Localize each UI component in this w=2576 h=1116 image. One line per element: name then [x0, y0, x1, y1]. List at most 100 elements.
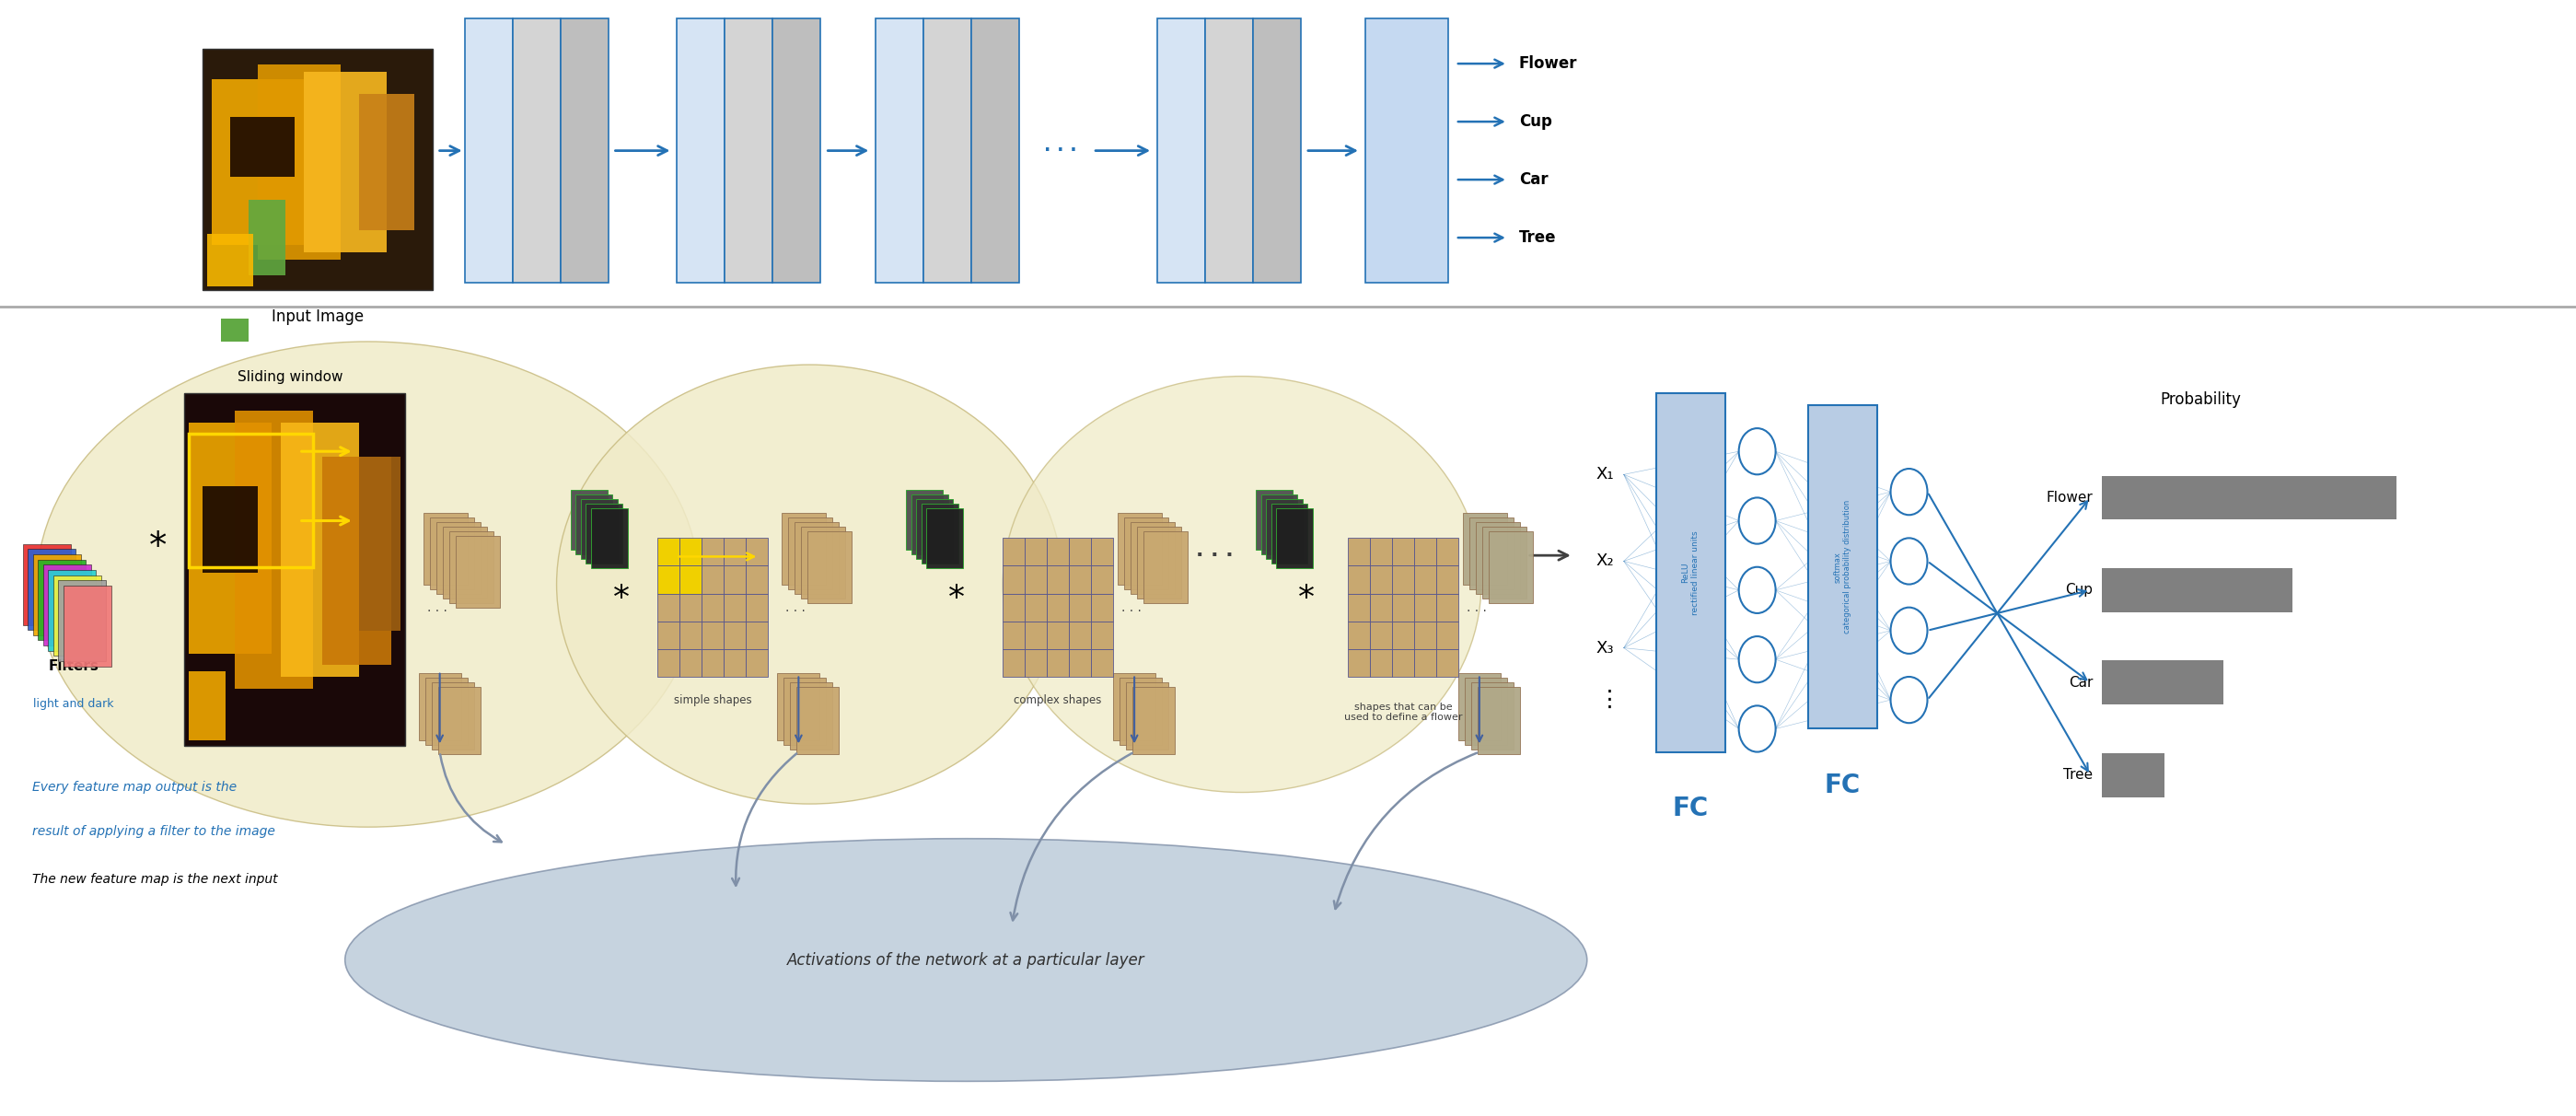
Bar: [1118, 512, 1162, 585]
Circle shape: [1739, 567, 1775, 613]
Text: · · ·: · · ·: [1466, 605, 1486, 618]
Bar: [234, 411, 312, 689]
Text: ⋮: ⋮: [1600, 689, 1620, 711]
Bar: [922, 503, 958, 564]
Text: Convolution: Convolution: [696, 124, 706, 177]
Bar: [1370, 594, 1391, 622]
Text: ReLU
rectified linear units: ReLU rectified linear units: [1218, 105, 1239, 196]
Bar: [1347, 538, 1370, 566]
Bar: [724, 566, 747, 594]
Bar: [54, 575, 100, 656]
Bar: [590, 508, 629, 568]
FancyBboxPatch shape: [1808, 405, 1878, 729]
Bar: [1113, 673, 1157, 740]
Circle shape: [1891, 538, 1927, 585]
Bar: [1370, 566, 1391, 594]
Bar: [701, 594, 724, 622]
Bar: [1046, 594, 1069, 622]
Text: ReLU
rectified linear units: ReLU rectified linear units: [1682, 530, 1700, 615]
Bar: [1069, 538, 1092, 566]
Bar: [1002, 566, 1025, 594]
Text: simple shapes: simple shapes: [675, 694, 752, 706]
Bar: [222, 318, 247, 341]
Text: Tree: Tree: [1520, 230, 1556, 246]
Bar: [1265, 499, 1303, 559]
Bar: [585, 503, 623, 564]
Bar: [1391, 622, 1414, 650]
Text: ReLU
rectified linear units: ReLU rectified linear units: [526, 105, 546, 196]
Bar: [188, 423, 270, 654]
FancyBboxPatch shape: [876, 19, 925, 282]
Bar: [2102, 661, 2223, 704]
Bar: [1025, 650, 1046, 676]
Text: X₂: X₂: [1597, 552, 1615, 569]
Bar: [281, 423, 358, 676]
Text: ReLU
rectified linear units: ReLU rectified linear units: [938, 105, 958, 196]
Bar: [1144, 531, 1188, 603]
Bar: [2102, 568, 2293, 612]
Circle shape: [1891, 607, 1927, 654]
Bar: [183, 394, 404, 747]
Bar: [1435, 622, 1458, 650]
Bar: [778, 673, 819, 740]
Bar: [1479, 687, 1520, 754]
Bar: [580, 499, 618, 559]
Bar: [1370, 538, 1391, 566]
FancyBboxPatch shape: [971, 19, 1020, 282]
Bar: [1414, 566, 1437, 594]
Bar: [322, 458, 392, 665]
Text: · · ·: · · ·: [1195, 546, 1234, 565]
Bar: [1131, 522, 1175, 594]
Text: Probability: Probability: [2161, 391, 2241, 407]
Bar: [1471, 683, 1512, 750]
Text: shapes that can be
used to define a flower: shapes that can be used to define a flow…: [1345, 702, 1463, 722]
Bar: [1002, 594, 1025, 622]
Bar: [747, 594, 768, 622]
Text: Activations of the network at a particular layer: Activations of the network at a particul…: [788, 952, 1144, 969]
Bar: [358, 458, 399, 631]
Text: Convolution: Convolution: [1177, 124, 1185, 177]
Bar: [1458, 673, 1499, 740]
Bar: [724, 594, 747, 622]
Bar: [917, 499, 953, 559]
Bar: [1025, 594, 1046, 622]
FancyBboxPatch shape: [1365, 19, 1448, 282]
Bar: [1092, 566, 1113, 594]
Text: result of applying a filter to the image: result of applying a filter to the image: [31, 825, 276, 838]
Bar: [801, 527, 845, 598]
Text: ReLU
rectified linear units: ReLU rectified linear units: [739, 105, 760, 196]
Bar: [456, 536, 500, 607]
Bar: [796, 687, 840, 754]
Text: FC
Fully Connected
layers to support
classification: FC Fully Connected layers to support cla…: [1386, 113, 1427, 189]
Bar: [680, 594, 701, 622]
Text: light and dark: light and dark: [33, 698, 113, 710]
Bar: [1414, 538, 1437, 566]
FancyBboxPatch shape: [513, 19, 559, 282]
Bar: [258, 64, 340, 260]
Bar: [430, 518, 474, 589]
Bar: [1370, 650, 1391, 676]
Bar: [724, 650, 747, 676]
Bar: [747, 566, 768, 594]
Bar: [701, 622, 724, 650]
Text: *: *: [948, 583, 966, 614]
Bar: [59, 580, 106, 661]
Bar: [657, 538, 680, 566]
Bar: [1435, 566, 1458, 594]
Bar: [1347, 622, 1370, 650]
Bar: [49, 570, 95, 651]
Text: The new feature map is the next input: The new feature map is the next input: [31, 873, 278, 886]
Bar: [1126, 683, 1170, 750]
Bar: [788, 518, 832, 589]
Bar: [657, 566, 680, 594]
Bar: [33, 555, 80, 635]
Ellipse shape: [36, 341, 698, 827]
Bar: [422, 512, 466, 585]
Bar: [229, 117, 294, 177]
Bar: [1489, 531, 1533, 603]
Bar: [1092, 650, 1113, 676]
Bar: [188, 671, 227, 740]
Bar: [1257, 490, 1293, 550]
Bar: [657, 622, 680, 650]
FancyBboxPatch shape: [1157, 19, 1206, 282]
